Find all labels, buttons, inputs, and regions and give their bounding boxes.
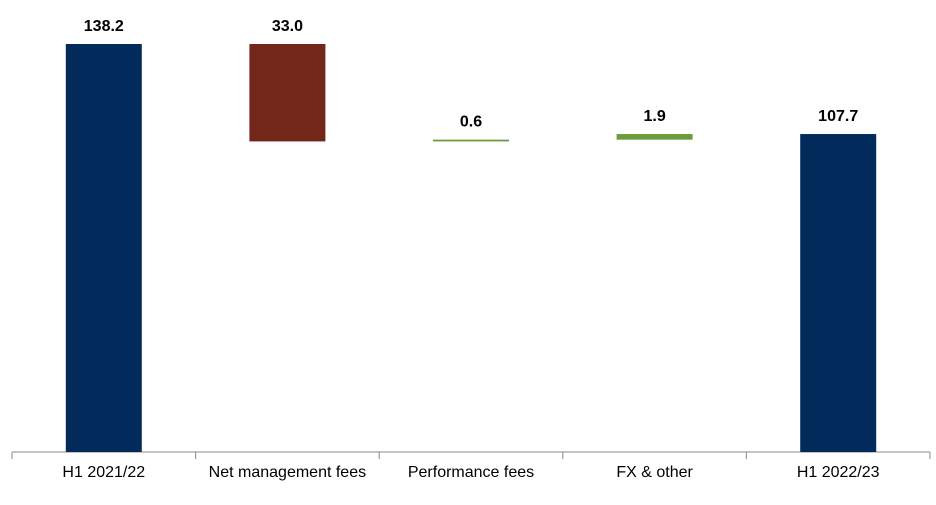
- bar: [249, 44, 326, 142]
- value-label: 0.6: [460, 114, 482, 131]
- x-tick-label: Performance fees: [407, 464, 535, 481]
- bar: [65, 44, 142, 452]
- bar: [800, 134, 877, 453]
- value-label: 33.0: [272, 18, 303, 35]
- value-label: 107.7: [818, 108, 858, 125]
- x-tick-label: H1 2022/23: [796, 464, 880, 481]
- x-tick-label: H1 2021/22: [62, 464, 146, 481]
- x-tick-label: Net management fees: [208, 464, 367, 481]
- x-tick-label: FX & other: [616, 464, 693, 481]
- bar: [433, 139, 509, 142]
- value-label: 1.9: [643, 108, 665, 125]
- value-label: 138.2: [84, 18, 124, 35]
- bar: [616, 134, 693, 140]
